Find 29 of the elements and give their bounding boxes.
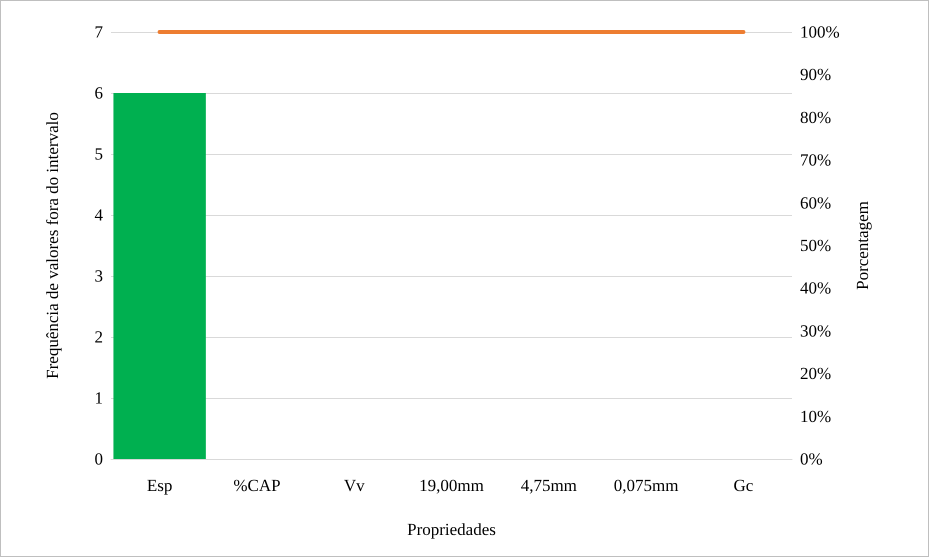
- y2-tick-label: 20%: [800, 364, 832, 384]
- x-tick-label: Esp: [146, 476, 172, 495]
- x-tick-label: Gc: [733, 476, 754, 495]
- y2-tick-label: 60%: [800, 193, 832, 212]
- x-tick-label: 4,75mm: [520, 476, 577, 495]
- y2-tick-label: 0%: [800, 450, 823, 468]
- y-tick-label: 5: [94, 144, 103, 164]
- x-tick-label: 0,075mm: [614, 476, 678, 495]
- y2-tick-label: 80%: [800, 108, 832, 127]
- y2-tick-label: 10%: [800, 406, 832, 426]
- y-tick-label: 6: [94, 84, 103, 102]
- y2-tick-label: 90%: [800, 65, 832, 84]
- y2-tick-label: 30%: [800, 321, 832, 340]
- y2-tick-label: 50%: [800, 236, 832, 255]
- x-tick-label: Vv: [344, 476, 366, 495]
- y-tick-label: 3: [94, 266, 103, 286]
- y-tick-label: 2: [94, 328, 103, 346]
- y-tick-label: 0: [94, 450, 103, 468]
- x-axis-title: Propriedades: [407, 520, 496, 539]
- y-axis-title: Frequência de valores fora do intervalo: [43, 112, 62, 379]
- y2-tick-label: 100%: [800, 22, 840, 42]
- y-tick-label: 7: [94, 22, 104, 42]
- y2-tick-label: 40%: [800, 278, 832, 298]
- y-tick-label: 1: [94, 388, 103, 408]
- x-tick-label: 19,00mm: [419, 476, 484, 495]
- x-tick-label: %CAP: [233, 476, 281, 495]
- y-tick-label: 4: [94, 206, 104, 224]
- y2-axis-title: Porcentagem: [853, 201, 872, 290]
- y2-tick-label: 70%: [800, 150, 832, 170]
